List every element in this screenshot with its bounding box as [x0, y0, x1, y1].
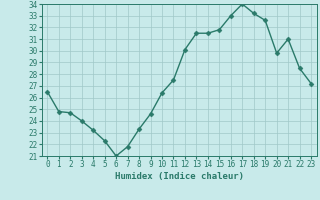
X-axis label: Humidex (Indice chaleur): Humidex (Indice chaleur) [115, 172, 244, 181]
